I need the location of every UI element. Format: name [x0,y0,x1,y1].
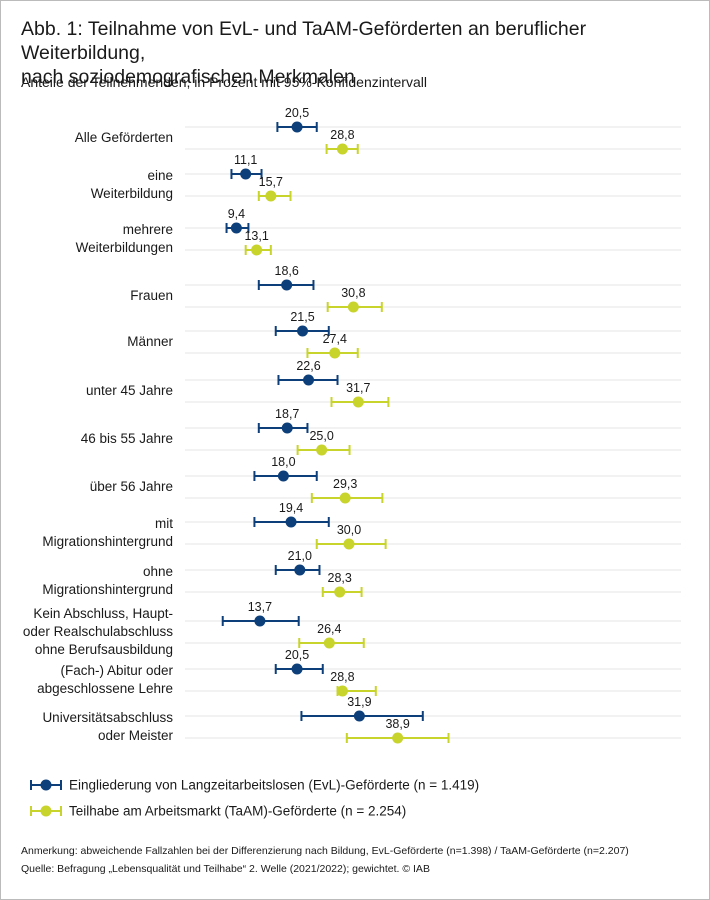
value-label: 26,4 [317,622,341,636]
dot [254,615,266,627]
value-label: 13,7 [248,600,272,614]
legend-dot [40,779,52,791]
dot [343,538,355,550]
dot [303,374,315,386]
dot [323,637,335,649]
value-label: 20,5 [285,648,309,662]
chart-title: Abb. 1: Teilnahme von EvL- und TaAM-Gefö… [21,18,587,88]
value-label: 9,4 [228,207,245,221]
legend-dot [40,805,52,817]
value-label: 38,9 [385,717,409,731]
value-label: 25,0 [309,429,333,443]
category-label: ohne Migrationshintergrund [42,564,173,597]
dot [347,301,359,313]
dot [329,347,341,359]
value-label: 11,1 [234,153,257,167]
dot [336,685,348,697]
dot [291,663,303,675]
category-label: Alle Geförderten [74,130,173,145]
dot [230,222,242,234]
category-label: unter 45 Jahre [85,383,173,398]
value-label: 19,4 [279,501,303,515]
category-label: 46 bis 55 Jahre [80,431,173,446]
dot [392,732,404,744]
source: Quelle: Befragung „Lebensqualität und Te… [21,863,430,875]
dot [353,710,365,722]
value-label: 15,7 [259,175,283,189]
value-label: 18,6 [275,264,299,278]
value-label: 28,8 [330,670,354,684]
dot [265,190,277,202]
dot [281,279,293,291]
value-label: 13,1 [244,229,268,243]
value-label: 29,3 [333,477,357,491]
category-label: mehrere Weiterbildungen [75,222,173,255]
dot [291,121,303,133]
dot [297,325,309,337]
value-label: 30,0 [337,523,361,537]
category-label: Kein Abschluss, Haupt- oder Realschulabs… [22,606,173,657]
dot [316,444,328,456]
dot [336,143,348,155]
value-label: 28,3 [328,571,352,585]
dot [240,168,252,180]
value-label: 28,8 [330,128,354,142]
dot [339,492,351,504]
category-label: Frauen [130,288,173,303]
legend-label: Eingliederung von Langzeitarbeitslosen (… [69,777,480,793]
dot [251,244,263,256]
value-label: 20,5 [285,106,309,120]
category-label: Universitätsabschluss oder Meister [42,710,173,743]
value-label: 30,8 [341,286,365,300]
category-label: Männer [127,334,173,349]
value-label: 21,0 [288,549,312,563]
value-label: 18,7 [275,407,299,421]
chart-subtitle: Anteile der Teilnehmenden, in Prozent mi… [21,74,427,90]
dot [281,422,293,434]
value-label: 31,7 [346,381,370,395]
category-label: über 56 Jahre [89,479,173,494]
dot [285,516,297,528]
value-label: 18,0 [271,455,295,469]
category-label: mit Migrationshintergrund [42,516,173,549]
dot [277,470,289,482]
dot [334,586,346,598]
note: Anmerkung: abweichende Fallzahlen bei de… [21,845,629,857]
category-label: eine Weiterbildung [90,168,173,201]
category-label: (Fach-) Abitur oder abgeschlossene Lehre [37,663,173,696]
dot [352,396,364,408]
value-label: 21,5 [290,310,314,324]
dot [294,564,306,576]
value-label: 27,4 [323,332,347,346]
value-label: 22,6 [296,359,320,373]
legend-label: Teilhabe am Arbeitsmarkt (TaAM)-Geförder… [69,803,407,819]
value-label: 31,9 [347,695,371,709]
